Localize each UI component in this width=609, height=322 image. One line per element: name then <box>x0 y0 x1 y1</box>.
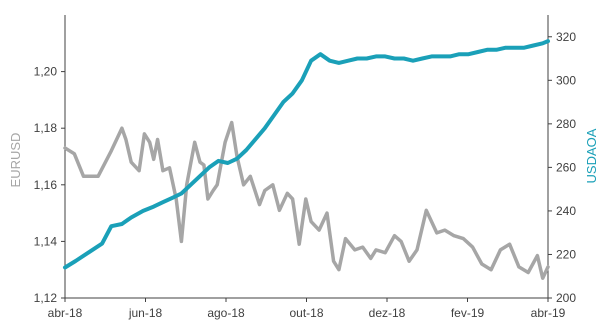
right-y-axis-title: USDAOA <box>584 128 599 183</box>
x-tick-label: ago-18 <box>207 306 245 320</box>
right-y-tick-label: 240 <box>556 204 576 218</box>
right-y-tick-label: 220 <box>556 247 576 261</box>
left-y-axis-title: EURUSD <box>8 133 23 188</box>
right-y-ticks: 200 220 240 260 280 300 320 <box>548 30 576 305</box>
usdaoa-series-line <box>63 39 550 270</box>
right-y-tick-label: 200 <box>556 291 576 305</box>
left-y-tick-label: 1,12 <box>34 291 58 305</box>
x-tick-label: abr-19 <box>531 306 566 320</box>
x-axis-ticks: abr-18 jun-18 ago-18 out-18 dez-18 fev-19 abr-… <box>48 298 566 320</box>
eurusd-series-line <box>63 120 550 280</box>
x-tick-label: jun-18 <box>128 306 163 320</box>
left-y-tick-label: 1,14 <box>34 234 58 248</box>
right-y-tick-label: 320 <box>556 30 576 44</box>
left-y-tick-label: 1,20 <box>34 65 58 79</box>
right-y-tick-label: 260 <box>556 160 576 174</box>
x-tick-label: abr-18 <box>48 306 83 320</box>
right-y-tick-label: 280 <box>556 117 576 131</box>
left-y-ticks: 1,12 1,14 1,16 1,18 1,20 <box>34 65 65 305</box>
x-tick-label: dez-18 <box>369 306 406 320</box>
x-tick-label: fev-19 <box>451 306 485 320</box>
chart-series <box>63 39 550 280</box>
left-y-tick-label: 1,18 <box>34 121 58 135</box>
left-y-tick-label: 1,16 <box>34 178 58 192</box>
x-tick-label: out-18 <box>289 306 323 320</box>
right-y-tick-label: 300 <box>556 73 576 87</box>
